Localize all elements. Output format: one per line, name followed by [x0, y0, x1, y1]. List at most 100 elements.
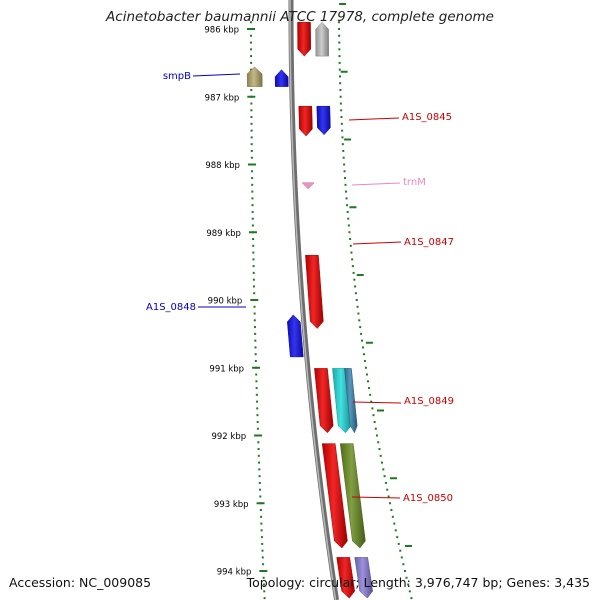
map-title: Acinetobacter baumannii ATCC 17978, comp…	[106, 9, 494, 25]
minor-tick-right	[343, 163, 346, 166]
minor-tick-right	[368, 387, 371, 390]
minor-tick-left	[250, 136, 253, 139]
minor-tick-right	[338, 41, 341, 44]
feature-cds-red-14[interactable]	[336, 557, 355, 599]
minor-tick-right	[339, 102, 342, 105]
minor-tick-right	[352, 271, 355, 274]
label-a1s-0847[interactable]: A1S_0847	[404, 237, 454, 248]
minor-tick-left	[252, 265, 255, 268]
feature-a1s-0848[interactable]	[287, 314, 304, 358]
minor-tick-left	[252, 258, 255, 261]
minor-tick-right	[387, 495, 390, 498]
minor-tick-left	[250, 129, 253, 132]
minor-tick-left	[253, 305, 256, 308]
minor-tick-left	[253, 292, 256, 295]
label-trnm-leader	[351, 182, 401, 186]
minor-tick-left	[252, 251, 255, 254]
minor-tick-right	[347, 224, 350, 227]
label-a1s-0849[interactable]: A1S_0849	[404, 396, 454, 407]
minor-tick-right	[358, 319, 361, 322]
minor-tick-right	[350, 251, 353, 254]
minor-tick-left	[251, 183, 254, 186]
minor-tick-right	[341, 143, 344, 146]
minor-tick-right	[380, 461, 383, 464]
minor-tick-right	[361, 339, 364, 342]
feature-cds-gray-1[interactable]	[315, 21, 330, 57]
minor-tick-left	[262, 576, 265, 579]
minor-tick-left	[250, 55, 253, 58]
feature-cds-red-0[interactable]	[297, 21, 311, 57]
minor-tick-right	[382, 468, 385, 471]
minor-tick-left	[261, 549, 264, 552]
feature-cds-teal-11[interactable]	[344, 368, 358, 434]
minor-tick-left	[254, 359, 257, 362]
minor-tick-left	[250, 156, 253, 159]
minor-tick-right	[346, 210, 349, 213]
backbone-highlight	[289, 0, 337, 600]
minor-tick-left	[261, 556, 264, 559]
feature-trnm[interactable]	[301, 182, 315, 190]
minor-tick-right	[349, 244, 352, 247]
feature-cds-blue-3[interactable]	[274, 69, 289, 87]
feature-a1s-0850[interactable]	[321, 443, 348, 549]
feature-cds-blue-5[interactable]	[316, 105, 331, 136]
minor-tick-right	[340, 116, 343, 119]
minor-tick-right	[339, 88, 342, 91]
feature-smpb[interactable]	[246, 66, 263, 87]
minor-tick-right	[371, 407, 374, 410]
feature-a1s-0845[interactable]	[298, 105, 313, 137]
feature-cds-purple-15[interactable]	[354, 557, 373, 599]
label-a1s-0845[interactable]: A1S_0845	[402, 112, 452, 123]
minor-tick-left	[257, 434, 260, 437]
minor-tick-right	[399, 549, 402, 552]
minor-tick-left	[250, 122, 253, 125]
minor-tick-right	[357, 312, 360, 315]
minor-tick-right	[348, 231, 351, 234]
feature-cds-green-13[interactable]	[339, 443, 366, 549]
minor-tick-left	[254, 332, 257, 335]
minor-tick-left	[250, 143, 253, 146]
minor-tick-right	[340, 122, 343, 125]
minor-tick-left	[256, 427, 259, 430]
minor-tick-left	[262, 570, 265, 572]
label-a1s-0849-leader	[352, 401, 402, 404]
minor-tick-left	[262, 583, 265, 586]
minor-tick-right	[364, 366, 367, 369]
minor-tick-right	[400, 556, 403, 559]
minor-tick-right	[349, 238, 352, 241]
minor-tick-left	[250, 28, 253, 30]
minor-tick-right	[338, 34, 341, 37]
minor-tick-right	[338, 61, 341, 64]
minor-tick-right	[390, 509, 393, 512]
minor-tick-right	[338, 28, 341, 30]
label-a1s-0848[interactable]: A1S_0848	[146, 302, 196, 313]
minor-tick-left	[250, 61, 253, 64]
label-a1s-0850[interactable]: A1S_0850	[403, 493, 453, 504]
minor-tick-right	[347, 217, 350, 220]
minor-tick-left	[260, 529, 263, 532]
label-a1s-0845-leader	[348, 117, 400, 121]
feature-a1s-0849[interactable]	[314, 368, 334, 434]
minor-tick-left	[259, 495, 262, 498]
minor-tick-left	[251, 190, 254, 193]
minor-tick-right	[393, 522, 396, 525]
tick-label-991: 991 kbp	[209, 364, 244, 374]
minor-tick-right	[378, 448, 381, 451]
minor-tick-left	[260, 522, 263, 525]
minor-tick-left	[251, 170, 254, 173]
label-smpb[interactable]: smpB	[163, 71, 191, 82]
minor-tick-right	[351, 265, 354, 268]
minor-tick-left	[263, 597, 266, 600]
minor-tick-right	[355, 299, 358, 301]
feature-a1s-0847[interactable]	[305, 255, 324, 329]
minor-tick-left	[253, 326, 256, 329]
minor-tick-right	[366, 380, 369, 383]
minor-tick-right	[346, 204, 349, 207]
label-trnm[interactable]: trnM	[403, 177, 426, 188]
minor-tick-right	[389, 502, 392, 505]
minor-tick-left	[255, 366, 258, 369]
minor-tick-left	[256, 407, 259, 410]
minor-tick-right	[339, 95, 342, 98]
